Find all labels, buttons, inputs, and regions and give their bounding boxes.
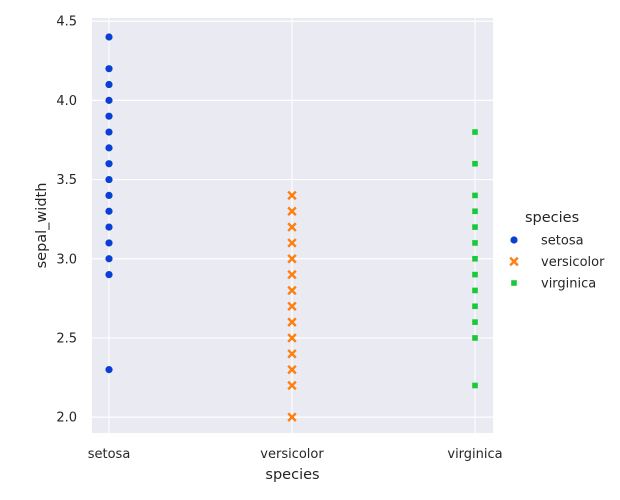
legend-marker-virginica xyxy=(511,280,517,286)
data-point-setosa xyxy=(105,33,113,41)
data-point-setosa xyxy=(105,160,113,168)
data-point-versicolor xyxy=(287,380,297,391)
legend-label-versicolor: versicolor xyxy=(541,255,605,270)
data-point-setosa xyxy=(105,96,113,104)
data-point-virginica xyxy=(472,240,478,246)
x-tick-label-versicolor: versicolor xyxy=(260,447,324,462)
x-axis-ticks: setosa versicolor virginica xyxy=(88,447,503,462)
data-point-virginica xyxy=(472,160,478,167)
legend-label-setosa: setosa xyxy=(541,234,584,249)
data-point-setosa xyxy=(105,366,113,374)
y-tick-label: 2.0 xyxy=(56,411,77,426)
data-point-versicolor xyxy=(287,285,297,296)
y-tick-label: 3.0 xyxy=(56,252,77,267)
data-point-versicolor xyxy=(287,254,297,264)
data-point-virginica xyxy=(472,224,478,230)
data-point-setosa xyxy=(105,128,113,136)
data-point-versicolor xyxy=(287,190,297,201)
legend-label-virginica: virginica xyxy=(541,277,596,292)
data-point-virginica xyxy=(472,192,478,199)
data-points xyxy=(105,33,478,422)
data-point-versicolor xyxy=(287,301,297,311)
legend-marker-versicolor xyxy=(509,256,519,267)
data-point-setosa xyxy=(105,191,113,200)
data-point-setosa xyxy=(105,239,113,247)
x-axis-label: species xyxy=(265,467,319,483)
y-axis-ticks: 2.0 2.5 3.0 3.5 4.0 4.5 xyxy=(56,15,77,426)
data-point-virginica xyxy=(472,319,478,325)
data-point-setosa xyxy=(105,255,113,263)
x-tick-label-virginica: virginica xyxy=(447,447,502,462)
data-point-versicolor xyxy=(287,269,297,280)
data-point-setosa xyxy=(105,207,113,215)
data-point-versicolor xyxy=(287,333,297,343)
y-tick-label: 3.5 xyxy=(56,173,77,188)
data-point-setosa xyxy=(105,271,113,279)
y-tick-label: 4.5 xyxy=(56,15,77,30)
data-point-virginica xyxy=(472,303,478,310)
data-point-virginica xyxy=(472,382,478,389)
data-point-virginica xyxy=(472,129,478,135)
legend-title: species xyxy=(525,210,579,226)
data-point-versicolor xyxy=(287,238,297,248)
legend-marker-setosa xyxy=(510,236,518,244)
data-point-setosa xyxy=(105,144,113,152)
data-point-setosa xyxy=(105,65,113,73)
data-point-versicolor xyxy=(287,349,297,359)
data-point-versicolor xyxy=(287,206,297,216)
data-point-virginica xyxy=(472,255,478,262)
legend: species setosa versicolor virginica xyxy=(509,210,605,292)
data-point-versicolor xyxy=(287,364,297,375)
y-tick-label: 4.0 xyxy=(56,94,77,109)
y-tick-label: 2.5 xyxy=(56,331,77,346)
data-point-virginica xyxy=(472,287,478,294)
data-point-versicolor xyxy=(287,317,297,327)
y-axis-label: sepal_width xyxy=(34,183,50,269)
data-point-virginica xyxy=(472,335,478,341)
data-point-virginica xyxy=(472,208,478,215)
data-point-virginica xyxy=(472,271,478,278)
data-point-versicolor xyxy=(287,412,297,422)
data-point-setosa xyxy=(105,175,113,184)
data-point-setosa xyxy=(105,80,113,89)
data-point-versicolor xyxy=(287,222,297,232)
x-tick-label-setosa: setosa xyxy=(88,447,131,462)
data-point-setosa xyxy=(105,112,113,120)
data-point-setosa xyxy=(105,223,113,231)
